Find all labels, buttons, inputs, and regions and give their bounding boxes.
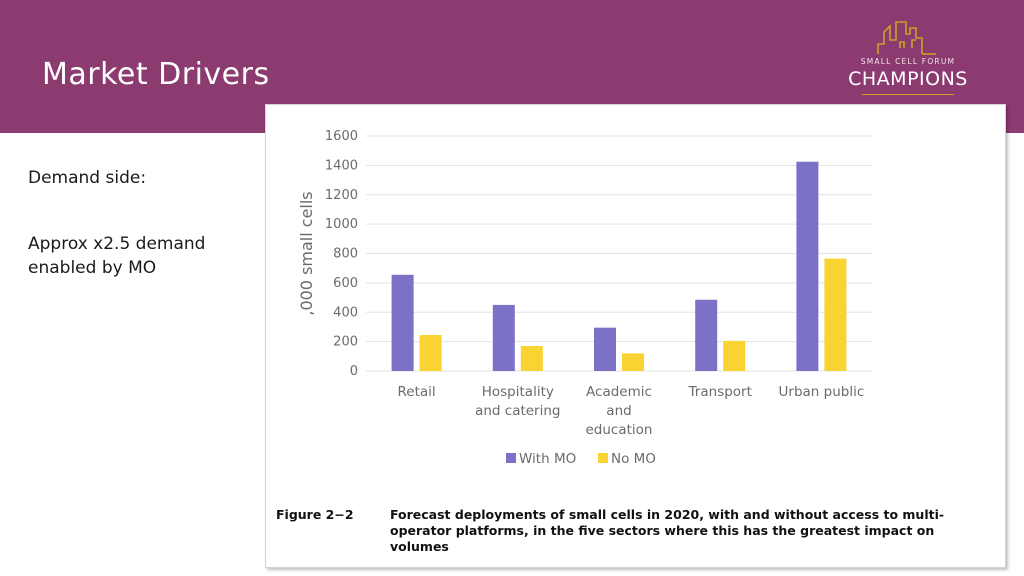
legend-label-with-mo: With MO: [519, 451, 576, 467]
figure-panel: 0 200 400 600 800 1000 1200 1400 1600 ,000 small …: [265, 104, 1006, 568]
y-tick-label: 1000: [325, 217, 358, 232]
y-tick-label: 1400: [325, 158, 358, 173]
bar-with-mo: [796, 161, 819, 371]
bar-with-mo: [391, 274, 414, 371]
y-axis-label: ,000 small cells: [297, 191, 316, 315]
bar-with-mo: [492, 304, 515, 371]
bar-no-mo: [622, 353, 644, 371]
legend-label-no-mo: No MO: [611, 451, 656, 467]
x-tick-label: Transport: [688, 384, 752, 400]
bar-no-mo: [723, 340, 746, 371]
x-tick-label: and catering: [475, 403, 560, 419]
legend-swatch-no-mo: [598, 453, 608, 463]
skyline-logo-icon: [877, 21, 936, 55]
bar-no-mo: [520, 346, 543, 371]
y-tick-label: 1600: [325, 129, 358, 144]
approx-demand-text: Approx x2.5 demand enabled by MO: [28, 234, 206, 278]
x-tick-label: Academic: [586, 384, 652, 400]
legend-swatch-with-mo: [506, 453, 516, 463]
small-cell-forum-champions-logo: SMALL CELL FORUM CHAMPIONS: [828, 18, 988, 98]
x-tick-label: and: [606, 403, 631, 419]
bar-no-mo: [419, 335, 442, 371]
y-tick-label: 1200: [325, 188, 358, 203]
y-tick-label: 800: [333, 247, 358, 262]
y-tick-label: 0: [350, 364, 358, 379]
figure-label: Figure 2−2: [276, 507, 354, 522]
bar-no-mo: [824, 258, 847, 371]
x-tick-label: education: [586, 422, 653, 438]
y-tick-label: 400: [333, 305, 358, 320]
figure-caption: Forecast deployments of small cells in 2…: [390, 507, 945, 554]
x-tick-label: Retail: [398, 384, 436, 400]
slide-title: Market Drivers: [42, 57, 270, 92]
demand-side-label: Demand side:: [28, 168, 147, 188]
bar-with-mo: [695, 299, 718, 371]
y-tick-label: 200: [333, 335, 358, 350]
x-tick-label: Hospitality: [482, 384, 554, 400]
bar-chart: 0 200 400 600 800 1000 1200 1400 1600 ,000 small …: [297, 129, 872, 467]
logo-underline: [862, 94, 954, 95]
y-tick-label: 600: [333, 276, 358, 291]
logo-main-text: CHAMPIONS: [848, 68, 968, 90]
x-tick-label: Urban public: [779, 384, 865, 400]
bar-with-mo: [594, 327, 616, 371]
logo-top-text: SMALL CELL FORUM: [860, 57, 956, 66]
